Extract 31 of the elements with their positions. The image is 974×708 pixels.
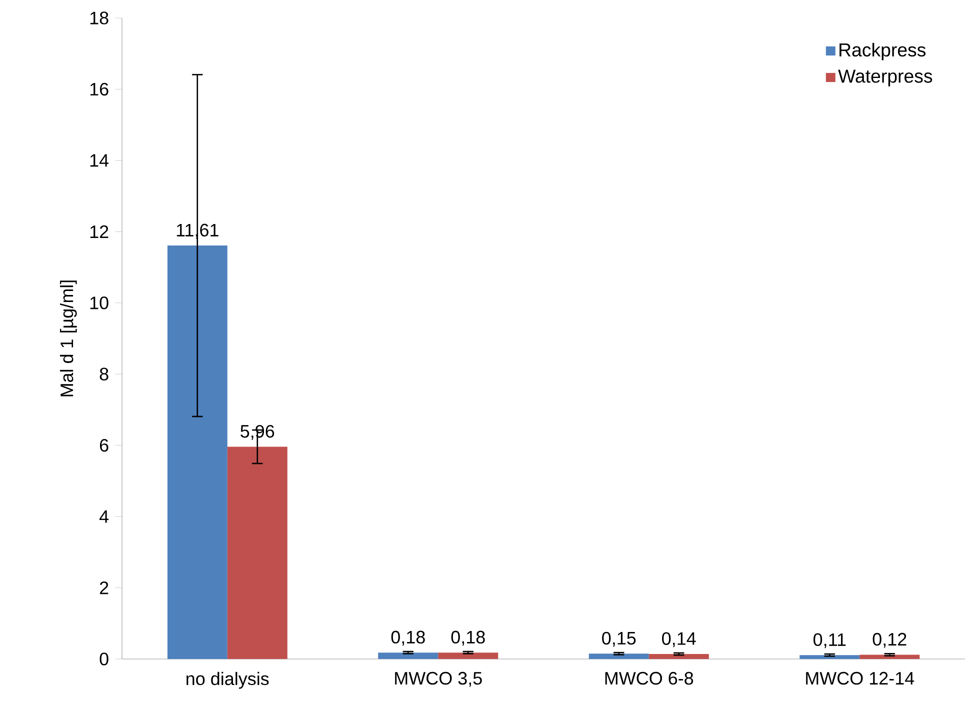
bar: [648, 654, 709, 659]
y-tick-label: 2: [100, 581, 108, 594]
y-tick-label: 18: [90, 12, 108, 24]
y-tick-label: 12: [90, 225, 108, 238]
legend-label: Waterpress: [838, 70, 932, 86]
y-tick-label: 4: [99, 510, 109, 523]
x-tick-label: MWCO 6-8: [605, 672, 694, 685]
y-tick-label: 10: [90, 296, 108, 310]
y-tick-label: 6: [100, 438, 108, 452]
y-tick-label: 14: [90, 154, 109, 167]
bar: [167, 246, 228, 659]
legend-label: Rackpress: [840, 42, 926, 60]
x-tick-label: MWCO 3,5: [395, 672, 482, 687]
x-tick-label: MWCO 12-14: [806, 672, 914, 685]
data-label: 0,18: [451, 630, 485, 646]
data-label: 0,15: [602, 632, 636, 647]
bar: [227, 446, 288, 659]
bar: [800, 655, 860, 659]
data-label: 0,11: [814, 633, 846, 648]
y-tick-label: 0: [100, 652, 108, 666]
bar: [438, 652, 498, 659]
bar: [860, 654, 920, 659]
y-axis-title: Mal d 1 [µg/ml]: [60, 280, 77, 396]
x-tick-label: no dialysis: [186, 672, 269, 689]
bar: [378, 652, 438, 659]
data-label: 0,18: [391, 630, 425, 646]
y-tick-label: 8: [100, 368, 108, 380]
data-label: 0,12: [872, 632, 906, 648]
bar: [588, 654, 649, 659]
data-label: 0,14: [662, 632, 696, 648]
y-tick-label: 16: [90, 82, 108, 96]
